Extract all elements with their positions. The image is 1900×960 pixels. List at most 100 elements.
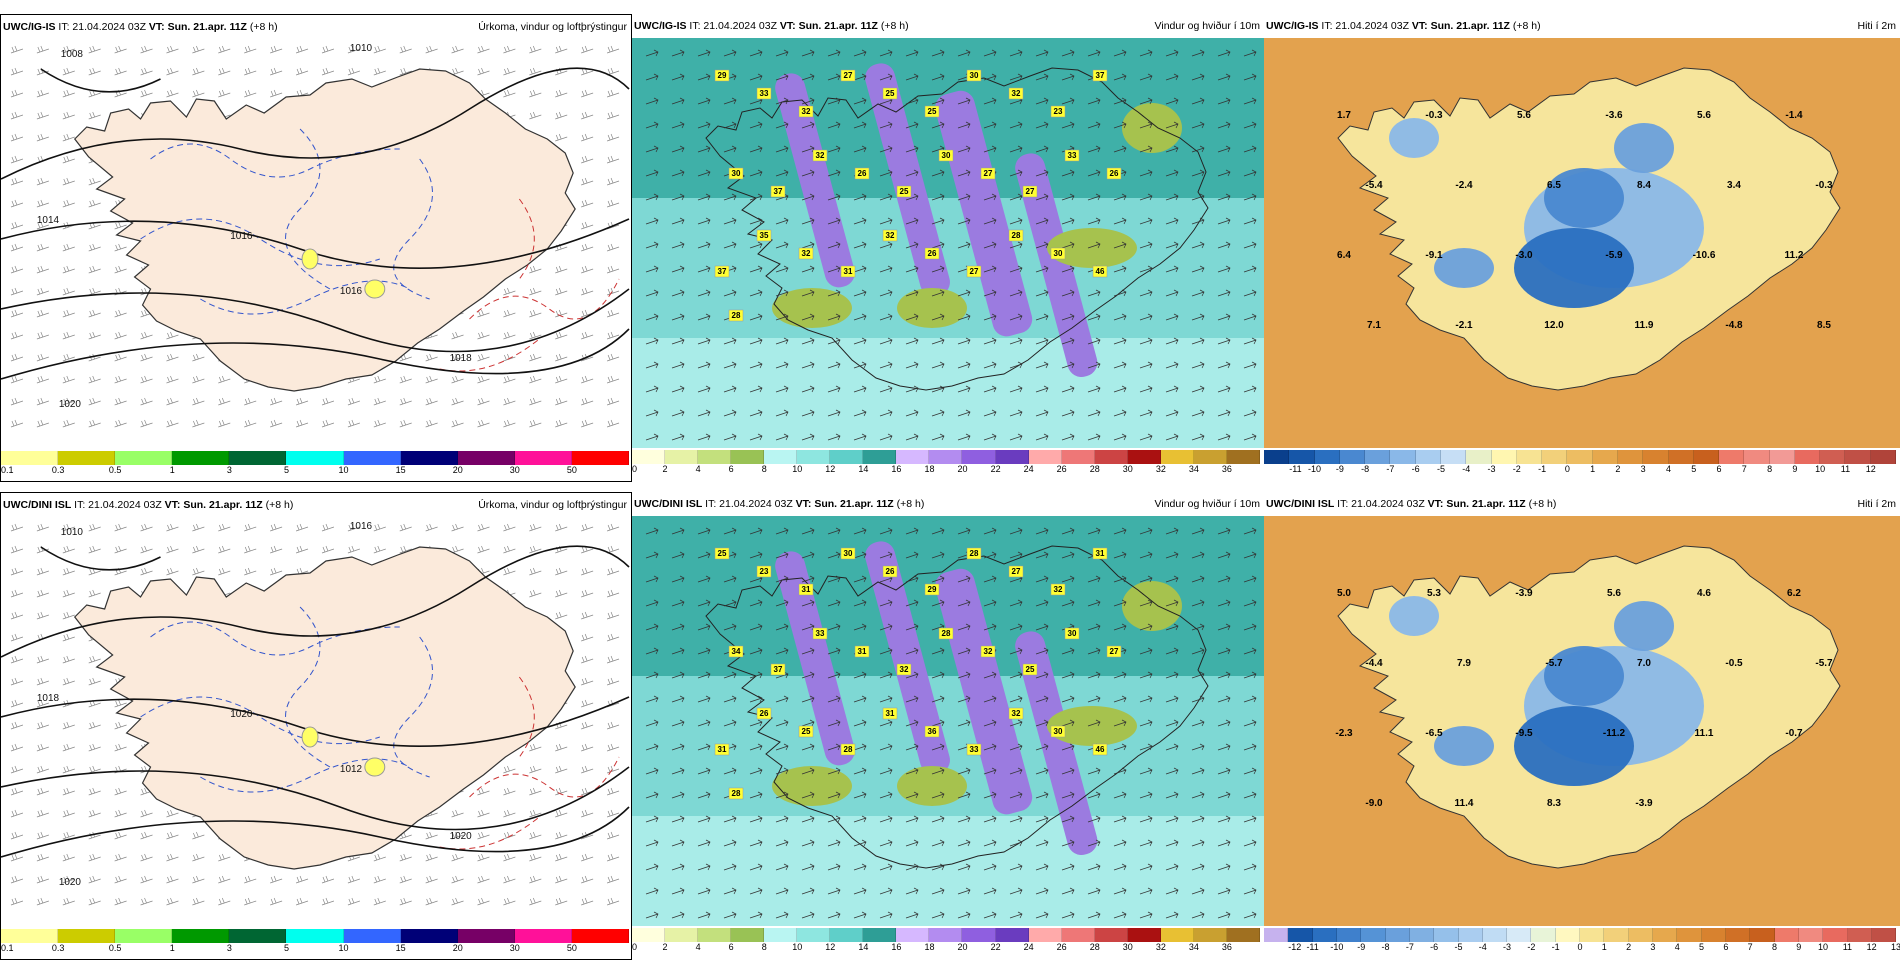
colorbar-swatch	[457, 451, 515, 465]
run-info: UWC/DINI ISL IT: 21.04.2024 03Z VT: Sun.…	[1266, 492, 1556, 516]
colorbar-swatch	[1061, 928, 1095, 942]
svg-text:37: 37	[774, 665, 783, 674]
svg-text:25: 25	[900, 187, 909, 196]
gust-label: 35	[756, 229, 772, 242]
colorbar-swatch	[1440, 450, 1467, 464]
colorbar-swatch	[1693, 450, 1720, 464]
gust-label: 27	[840, 69, 856, 82]
colorbar-ticks: 0.1 0.3 0.5 1 3 5 10 15 20 30 50	[1, 465, 629, 479]
colorbar-swatch	[1288, 928, 1313, 942]
gust-label: 26	[854, 167, 870, 180]
colorbar-swatch	[1365, 450, 1391, 464]
panel-header: UWC/DINI ISL IT: 21.04.2024 03Z VT: Sun.…	[1264, 492, 1900, 516]
colorbar-swatch	[1725, 928, 1751, 942]
colorbar-tick-label: 0.5	[108, 943, 122, 953]
svg-text:30: 30	[970, 71, 979, 80]
colorbar-tick-label: -11	[1306, 942, 1319, 952]
colorbar-tick-label: 32	[1155, 464, 1166, 474]
svg-text:25: 25	[886, 89, 895, 98]
isobar-label: 1018	[450, 353, 473, 364]
temperature-label: -9.5	[1515, 728, 1533, 739]
colorbar-swatch	[1774, 928, 1799, 942]
colorbar-tick-label: 0.5	[108, 465, 122, 475]
colorbar-tick-label: 34	[1188, 942, 1199, 952]
panel-title: Hiti í 2m	[1857, 498, 1896, 510]
temperature-label: 5.3	[1427, 588, 1441, 599]
precip-panel: UWC/IG-IS IT: 21.04.2024 03Z VT: Sun. 21…	[0, 14, 632, 482]
colorbar-swatch	[1390, 450, 1416, 464]
gust-label: 27	[1106, 645, 1122, 658]
svg-text:37: 37	[774, 187, 783, 196]
colorbar-tick-label: 22	[990, 942, 1001, 952]
gust-label: 28	[966, 547, 982, 560]
colorbar-swatch	[1160, 928, 1194, 942]
svg-text:23: 23	[760, 567, 769, 576]
gust-label: 46	[1092, 743, 1108, 756]
temperature-label: -3.6	[1605, 110, 1623, 121]
gust-label: 30	[966, 69, 982, 82]
colorbar-tick-label: -9	[1357, 942, 1366, 952]
isobar-label: 1016	[350, 521, 373, 532]
svg-text:28: 28	[732, 311, 741, 320]
gust-label: 29	[714, 69, 730, 82]
colorbar-swatch	[457, 929, 515, 943]
colorbar-tick-label: 0	[1564, 464, 1570, 474]
colorbar-swatch	[1028, 450, 1062, 464]
colorbar-tick-label: 0.3	[51, 943, 65, 953]
colorbar-swatch	[1127, 450, 1161, 464]
temperature-label: -11.2	[1603, 728, 1626, 739]
temperature-label: 6.4	[1337, 250, 1351, 261]
isobar-label: 1018	[37, 693, 60, 704]
gust-label: 26	[1106, 167, 1122, 180]
temperature-label: -5.4	[1365, 180, 1383, 191]
svg-text:27: 27	[970, 267, 979, 276]
model-label: UWC/DINI ISL	[3, 499, 72, 511]
colorbar-swatch	[1750, 928, 1775, 942]
colorbar-swatch	[1193, 928, 1227, 942]
colorbar-swatch	[797, 450, 831, 464]
colorbar-tick-label: 12	[825, 942, 836, 952]
lead-time: (+8 h)	[880, 20, 909, 32]
colorbar-tick-label: 3	[1650, 942, 1656, 952]
colorbar	[632, 928, 1260, 942]
colorbar-swatch	[58, 451, 116, 465]
lead-time: (+8 h)	[896, 498, 925, 510]
run-info: UWC/DINI ISL IT: 21.04.2024 03Z VT: Sun.…	[634, 492, 924, 516]
colorbar-swatch	[731, 450, 765, 464]
gust-label: 28	[938, 627, 954, 640]
colorbar-swatch	[172, 451, 230, 465]
temperature-label: -4.4	[1365, 658, 1383, 669]
colorbar-tick-label: 1	[1590, 464, 1596, 474]
colorbar-swatch	[1567, 450, 1593, 464]
colorbar-swatch	[1643, 450, 1669, 464]
lead-time: (+8 h)	[265, 499, 294, 511]
colorbar-tick-label: 36	[1221, 942, 1232, 952]
colorbar-tick-label: 16	[891, 464, 902, 474]
colorbar-tick-label: 2	[1615, 464, 1621, 474]
temperature-label: 8.4	[1637, 180, 1651, 191]
colorbar-tick-label: 8	[761, 942, 767, 952]
temperature-label: -0.7	[1785, 728, 1803, 739]
gust-label: 28	[728, 309, 744, 322]
gust-label: 23	[1050, 105, 1066, 118]
colorbar-tick-label: 5	[283, 943, 289, 953]
colorbar-tick-label: 0.1	[1, 943, 14, 953]
colorbar-swatch	[764, 450, 798, 464]
isobar-label: 1020	[450, 831, 473, 842]
svg-text:26: 26	[858, 169, 867, 178]
panel-title: Hiti í 2m	[1857, 20, 1896, 32]
colorbar-ticks: 0 2 4 6 8 10 12 14 16 18 20 22 24 26 28 30 32 34 36	[632, 942, 1260, 956]
gust-label: 37	[714, 265, 730, 278]
temperature-label: 7.9	[1457, 658, 1471, 669]
gust-label: 37	[770, 663, 786, 676]
svg-text:32: 32	[1012, 709, 1021, 718]
colorbar-swatch	[995, 928, 1029, 942]
gust-label: 32	[798, 105, 814, 118]
temperature-label: -2.3	[1335, 728, 1353, 739]
svg-text:31: 31	[886, 709, 895, 718]
colorbar-swatch	[1264, 928, 1289, 942]
svg-text:29: 29	[718, 71, 727, 80]
isobar-label: 1014	[37, 215, 60, 226]
colorbar-swatch	[1361, 928, 1386, 942]
svg-text:33: 33	[1068, 151, 1077, 160]
